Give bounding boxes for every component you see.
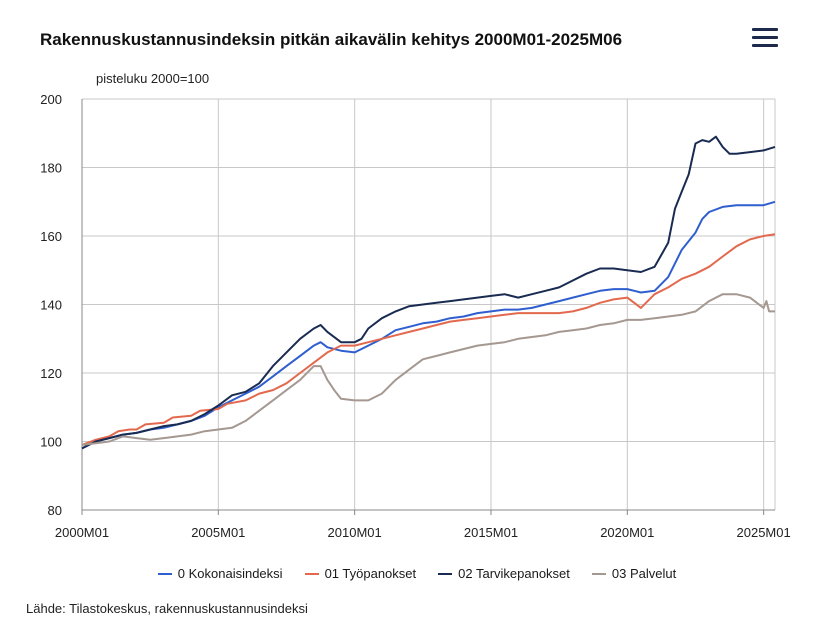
x-tick-label: 2015M01 [464,525,518,540]
y-tick-label: 180 [40,161,62,176]
legend-swatch [591,572,606,575]
x-tick-label: 2005M01 [191,525,245,540]
x-tick-label: 2020M01 [600,525,654,540]
legend-label: 01 Työpanokset [324,566,417,581]
series-line-0-kokonaisindeksi [81,200,776,450]
chart-legend: 0 Kokonaisindeksi 01 Työpanokset 02 Tarvik… [0,566,834,581]
legend-item[interactable]: 0 Kokonaisindeksi [157,566,283,581]
menu-bar [752,28,778,31]
y-tick-label: 140 [40,298,62,313]
menu-bar [752,44,778,47]
line-chart: 80 100 120 140 160 180 200 2000M01 2005M01 2010M0… [40,92,790,540]
y-tick-label: 100 [40,435,62,450]
x-tick-label: 2000M01 [55,525,109,540]
legend-swatch [304,572,319,575]
legend-label: 0 Kokonaisindeksi [177,566,283,581]
source-note: Lähde: Tilastokeskus, rakennuskustannusi… [26,601,308,616]
menu-bar [752,36,778,39]
y-axis-unit-label: pisteluku 2000=100 [96,71,210,86]
legend-label: 02 Tarvikepanokset [458,566,570,581]
series-line-03-palvelut [81,293,775,446]
legend-label: 03 Palvelut [611,566,677,581]
y-tick-label: 120 [40,366,62,381]
chart-title: Rakennuskustannusindeksin pitkän aikaväl… [40,30,623,49]
x-tick-label: 2010M01 [328,525,382,540]
legend-item[interactable]: 03 Palvelut [591,566,677,581]
legend-item[interactable]: 02 Tarvikepanokset [438,566,570,581]
series-line-01-työpanokset [81,233,776,446]
legend-swatch [157,572,172,575]
y-tick-label: 160 [40,229,62,244]
x-tick-label: 2025M01 [737,525,791,540]
legend-swatch [438,572,453,575]
y-tick-label: 200 [40,92,62,107]
hamburger-menu-icon[interactable] [752,28,778,48]
axes: 80 100 120 140 160 180 200 2000M01 2005M01 2010M0… [40,92,790,540]
series-line-02-tarvikepanokset [81,135,776,450]
y-tick-label: 80 [48,503,62,518]
legend-item[interactable]: 01 Työpanokset [304,566,417,581]
series-lines [81,135,776,450]
